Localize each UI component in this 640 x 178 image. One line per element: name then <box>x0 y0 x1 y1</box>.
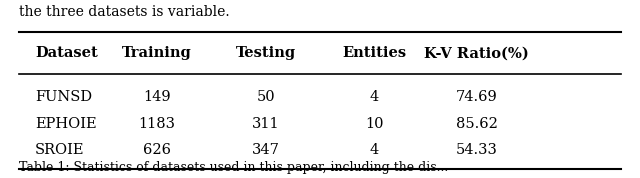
Text: Table 1: Statistics of datasets used in this paper, including the dis...: Table 1: Statistics of datasets used in … <box>19 161 449 174</box>
Text: Entities: Entities <box>342 46 406 60</box>
Text: K-V Ratio(%): K-V Ratio(%) <box>424 46 529 60</box>
Text: the three datasets is variable.: the three datasets is variable. <box>19 5 230 19</box>
Text: 311: 311 <box>252 117 280 131</box>
Text: 10: 10 <box>365 117 383 131</box>
Text: Testing: Testing <box>236 46 296 60</box>
Text: 50: 50 <box>256 90 275 104</box>
Text: FUNSD: FUNSD <box>35 90 92 104</box>
Text: 85.62: 85.62 <box>456 117 498 131</box>
Text: 74.69: 74.69 <box>456 90 498 104</box>
Text: 4: 4 <box>370 90 379 104</box>
Text: 347: 347 <box>252 143 280 157</box>
Text: 626: 626 <box>143 143 171 157</box>
Text: Training: Training <box>122 46 191 60</box>
Text: SROIE: SROIE <box>35 143 84 157</box>
Text: 54.33: 54.33 <box>456 143 498 157</box>
Text: 149: 149 <box>143 90 171 104</box>
Text: EPHOIE: EPHOIE <box>35 117 97 131</box>
Text: Dataset: Dataset <box>35 46 98 60</box>
Text: 1183: 1183 <box>138 117 175 131</box>
Text: 4: 4 <box>370 143 379 157</box>
